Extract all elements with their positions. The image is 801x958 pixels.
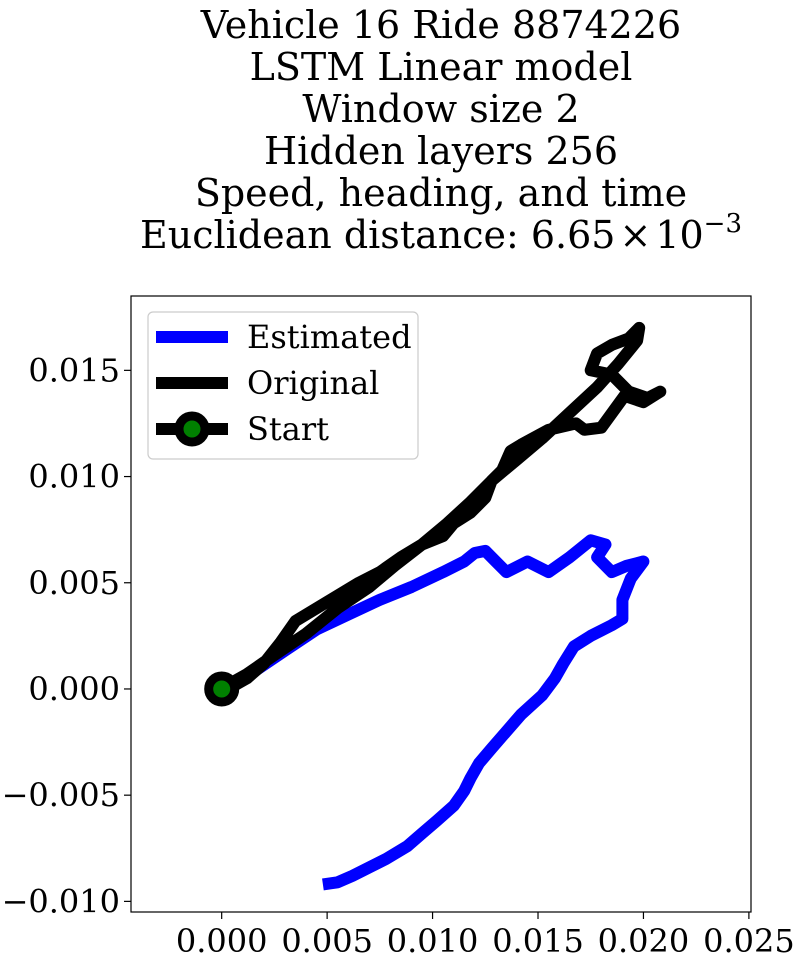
legend: Estimated Original Start	[147, 311, 419, 460]
y-tick-label: 0.010	[28, 458, 120, 496]
title-line-6: Euclidean distance: 6.65 × 10−3	[140, 209, 742, 257]
legend-label-start: Start	[247, 410, 329, 448]
title-line-4: Hidden layers 256	[264, 129, 618, 173]
y-tick-label: 0.015	[28, 351, 120, 389]
title-line-2: LSTM Linear model	[250, 45, 633, 89]
legend-label-estimated: Estimated	[247, 318, 412, 356]
legend-label-original: Original	[247, 364, 379, 402]
y-tick-label: 0.005	[28, 564, 120, 602]
x-tick-label: 0.005	[281, 922, 373, 958]
plot-area	[204, 321, 667, 891]
title-distance-times: ×	[619, 213, 651, 257]
axes-frame	[130, 295, 752, 913]
series-line-estimated	[218, 534, 650, 891]
x-tick-label: 0.000	[176, 922, 268, 958]
x-tick-label: 0.010	[387, 922, 479, 958]
title-line-1: Vehicle 16 Ride 8874226	[200, 3, 681, 47]
y-tick-label: −0.005	[2, 776, 120, 814]
y-tick-label: 0.000	[28, 670, 120, 708]
title-line-3: Window size 2	[302, 87, 579, 131]
x-tick-label: 0.020	[598, 922, 690, 958]
title-distance-exponent: −3	[704, 209, 742, 239]
axis-ticks: 0.000 0.005 0.010 0.015 0.020 0.025 −0.010 −0.0…	[2, 351, 795, 958]
title-distance-base: 10	[655, 213, 703, 257]
chart-title: Vehicle 16 Ride 8874226 LSTM Linear mode…	[140, 3, 742, 257]
title-line-5: Speed, heading, and time	[195, 171, 687, 215]
legend-marker-start	[174, 411, 210, 447]
series-line-original	[225, 321, 667, 695]
y-tick-label: −0.010	[2, 882, 120, 920]
legend-box	[147, 311, 419, 460]
x-tick-label: 0.025	[703, 922, 795, 958]
series-marker-start	[204, 671, 240, 707]
title-distance-prefix: Euclidean distance: 6.65	[140, 213, 615, 257]
x-tick-label: 0.015	[492, 922, 584, 958]
